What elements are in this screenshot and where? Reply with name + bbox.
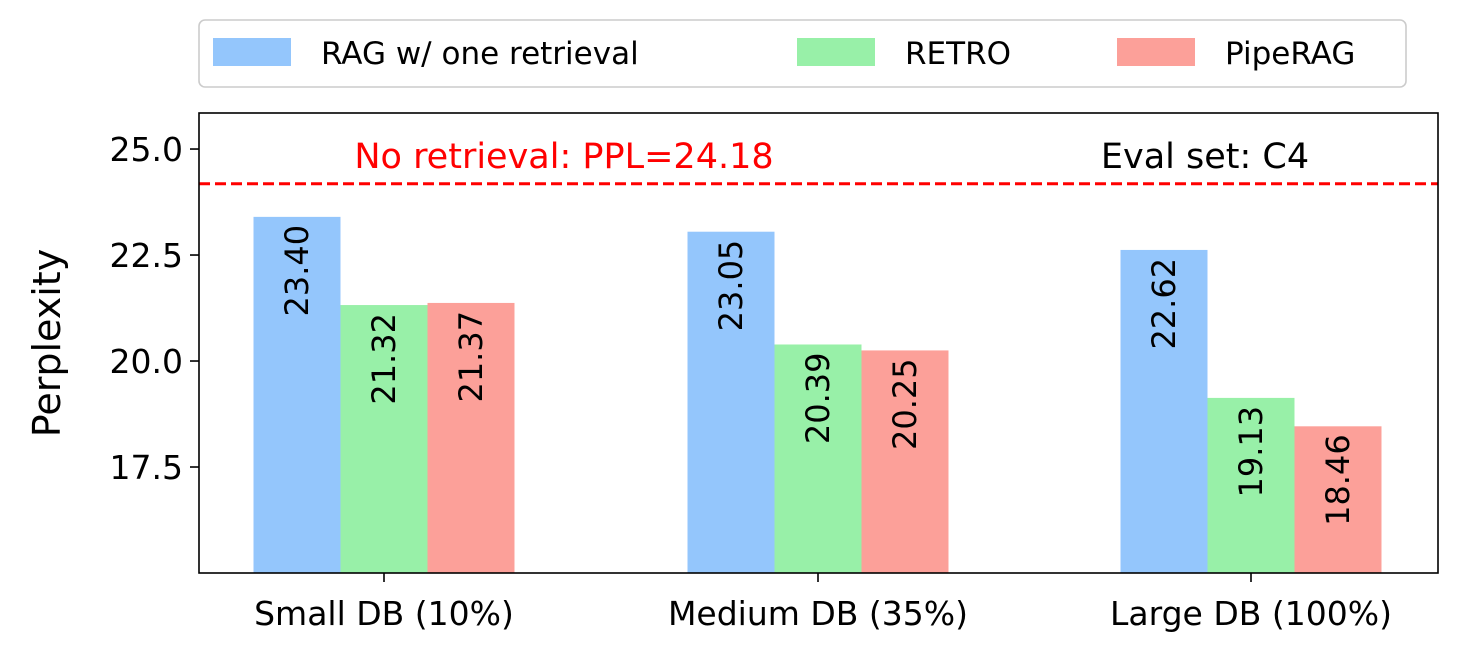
bar-value-label: 18.46	[1319, 434, 1357, 526]
bar-2-1	[861, 350, 949, 573]
bar-0-1	[687, 231, 775, 574]
legend-label: RETRO	[905, 36, 1011, 72]
bar-value-label: 21.32	[365, 313, 403, 405]
bar-value-label: 23.40	[278, 225, 316, 317]
y-tick-label: 20.0	[110, 342, 183, 381]
legend-swatch-2	[1117, 38, 1195, 66]
bar-value-label: 21.37	[452, 311, 490, 403]
bar-value-label: 19.13	[1232, 406, 1270, 498]
y-tick-label: 17.5	[110, 448, 183, 487]
bar-0-2	[1120, 249, 1208, 573]
bar-value-label: 22.62	[1145, 258, 1183, 350]
baseline-annotation: No retrieval: PPL=24.18	[354, 137, 773, 177]
x-tick-label: Small DB (10%)	[254, 594, 514, 633]
bar-value-label: 20.25	[886, 358, 924, 450]
bar-1-0	[340, 305, 428, 573]
bar-value-label: 20.39	[799, 352, 837, 444]
bar-1-2	[1207, 397, 1295, 573]
bar-2-0	[427, 302, 515, 573]
legend-label: RAG w/ one retrieval	[321, 36, 639, 72]
legend-swatch-0	[213, 38, 291, 66]
bar-2-2	[1294, 426, 1382, 573]
eval-set-annotation: Eval set: C4	[1101, 137, 1309, 177]
legend-label: PipeRAG	[1225, 36, 1355, 72]
bar-1-1	[774, 344, 862, 573]
plot-area: 23.40 23.05 22.62 21.32 20.39 19.13 21.37 20.25…	[110, 112, 1439, 633]
legend: RAG w/ one retrieval RETRO PipeRAG	[198, 19, 1407, 88]
x-tick-label: Medium DB (35%)	[668, 594, 968, 633]
bar-0-0	[253, 216, 341, 573]
y-tick-label: 22.5	[110, 236, 183, 275]
y-axis-label: Perplexity	[25, 249, 69, 437]
x-tick-label: Large DB (100%)	[1110, 594, 1392, 633]
legend-swatch-1	[797, 38, 875, 66]
bar-value-label: 23.05	[712, 240, 750, 332]
y-tick-label: 25.0	[110, 130, 183, 169]
